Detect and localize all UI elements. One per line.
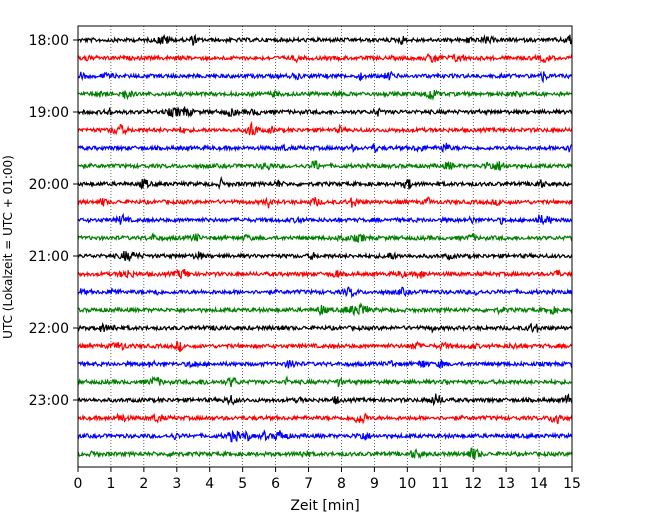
trace-line [77, 120, 573, 136]
trace-line [77, 70, 573, 84]
trace-line [77, 302, 573, 317]
x-axis-label: Zeit [min] [290, 498, 359, 514]
trace-line [77, 447, 573, 460]
x-tick-label: 3 [172, 476, 181, 492]
y-tick-label: 18:00 [29, 33, 69, 49]
trace-line [77, 393, 573, 407]
x-tick-label: 7 [304, 476, 313, 492]
x-tick-label: 11 [431, 476, 449, 492]
x-tick-label: 6 [271, 476, 280, 492]
trace-line [77, 142, 573, 154]
trace-line [77, 429, 573, 443]
y-tick-label: 19:00 [29, 105, 69, 121]
trace-line [77, 358, 573, 369]
trace-line [77, 89, 573, 101]
trace-line [77, 212, 573, 226]
trace-line [77, 286, 573, 299]
x-tick-label: 5 [238, 476, 247, 492]
trace-line [77, 106, 573, 118]
trace-line [77, 33, 573, 46]
x-axis-ticks: 0 1 2 3 4 5 6 7 8 9 10 11 12 13 14 15 [74, 467, 581, 492]
x-tick-label: 14 [530, 476, 548, 492]
x-tick-label: 9 [370, 476, 379, 492]
y-tick-label: 20:00 [29, 177, 69, 193]
y-tick-label: 23:00 [29, 393, 69, 409]
x-tick-label: 12 [464, 476, 482, 492]
y-axis-ticks: 18:00 19:00 20:00 21:00 22:00 23:00 [29, 33, 78, 409]
trace-line [77, 160, 573, 171]
y-axis-label: UTC (Lokalzeit = UTC + 01:00) [1, 155, 15, 339]
x-tick-label: 13 [497, 476, 515, 492]
trace-line [77, 340, 573, 353]
trace-line [77, 321, 573, 334]
trace-line [77, 268, 573, 280]
trace-line [77, 412, 573, 425]
trace-line [77, 375, 573, 388]
y-tick-label: 22:00 [29, 321, 69, 337]
trace-line [77, 196, 573, 209]
y-tick-label: 21:00 [29, 249, 69, 265]
x-tick-label: 10 [398, 476, 416, 492]
trace-line [77, 175, 573, 191]
x-tick-label: 1 [106, 476, 115, 492]
x-tick-label: 0 [74, 476, 83, 492]
x-tick-label: 15 [563, 476, 581, 492]
trace-line [77, 52, 573, 64]
seismic-traces [77, 33, 573, 460]
trace-line [77, 232, 573, 244]
trace-line [77, 251, 573, 262]
x-tick-label: 2 [139, 476, 148, 492]
x-tick-label: 4 [205, 476, 214, 492]
plot-frame [77, 25, 573, 468]
x-tick-label: 8 [337, 476, 346, 492]
